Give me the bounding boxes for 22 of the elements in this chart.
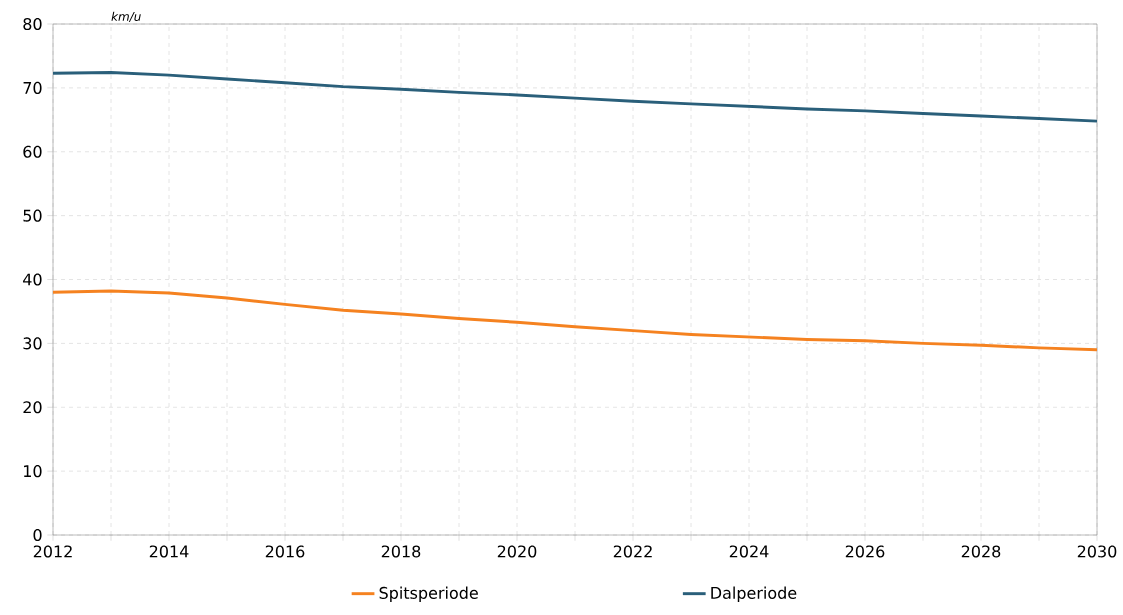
x-tick-label: 2018 (381, 545, 421, 558)
y-tick-label: 70 (23, 81, 42, 94)
x-tick-label: 2022 (613, 545, 652, 558)
y-tick-label: 0 (33, 528, 42, 542)
y-axis-title: km/u (111, 11, 141, 22)
y-tick-label: 50 (23, 209, 42, 222)
y-tick-label: 40 (23, 273, 42, 286)
y-tick-label: 60 (23, 145, 42, 158)
x-tick-label: 2020 (497, 545, 537, 558)
x-tick-label: 2016 (265, 545, 305, 558)
x-tick-label: 2026 (845, 545, 885, 558)
x-tick-label: 2028 (961, 545, 1001, 558)
x-tick-label: 2014 (149, 545, 189, 558)
y-tick-label: 10 (24, 465, 42, 478)
x-tick-label: 2012 (33, 545, 72, 558)
x-tick-label: 2030 (1077, 545, 1117, 558)
legend-label: Spitsperiode (379, 586, 478, 603)
y-tick-label: 20 (23, 401, 42, 414)
x-tick-label: 2024 (729, 545, 769, 558)
y-tick-label: 80 (23, 17, 42, 31)
legend-label: Dalperiode (711, 586, 797, 603)
y-tick-label: 30 (23, 337, 42, 350)
